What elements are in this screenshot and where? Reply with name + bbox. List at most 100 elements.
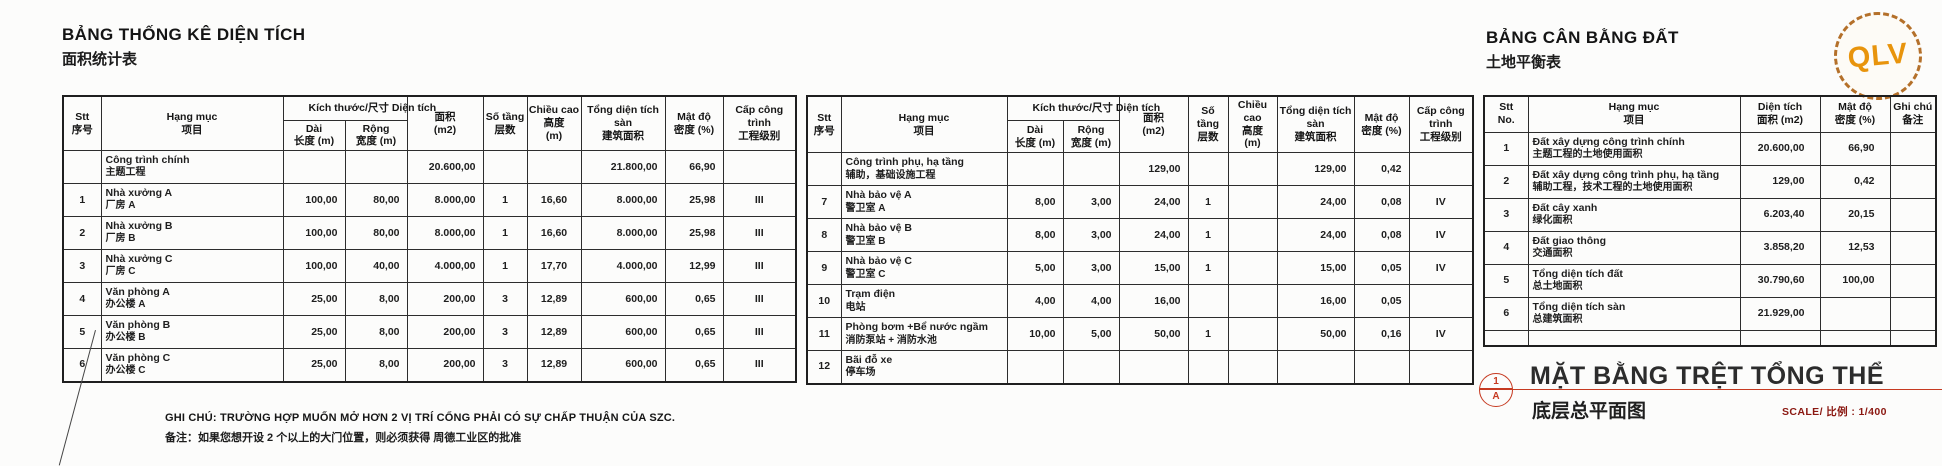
area-table-title-vi: BẢNG THỐNG KÊ DIỆN TÍCH: [62, 25, 306, 44]
cell-dt: 20.600,00: [1739, 131, 1821, 166]
cell-san: 24,00: [1276, 185, 1355, 220]
header-dai-vi: Dài: [305, 122, 323, 135]
col-header-stt: Stt 序号: [62, 95, 102, 152]
header-rong-vi: Rộng: [362, 122, 390, 135]
note-cn: 备注：如果您想开设 2 个以上的大门位置，则必须获得 周德工业区的批准: [165, 432, 522, 444]
header-cap-vi: Cấp công trình: [735, 104, 784, 130]
cell-rong: 4,00: [1062, 284, 1120, 319]
cell-ghi: [1889, 329, 1937, 347]
col-header-mat-do: Mật độ 密度 (%): [1819, 95, 1891, 133]
cell-dt: 24,00: [1118, 218, 1189, 253]
header-chieu-cao-vi: Chiều cao: [528, 104, 580, 117]
cell-cao: 12,89: [526, 282, 582, 317]
header-mat-do-vi: Mật độ: [1364, 111, 1399, 124]
header-hang-muc-cn: 项目: [1623, 114, 1645, 127]
cell-dt: 4.000,00: [406, 249, 484, 284]
land-balance-title-cn: 土地平衡表: [1486, 54, 1562, 71]
cell-mdo: 66,90: [664, 150, 724, 185]
cell-dai: 25,00: [282, 282, 346, 317]
item-name-cell: Trạm điện 电站: [840, 284, 1008, 319]
item-name-cell: Nhà xưởng B 厂房 B: [100, 216, 284, 251]
area-table-title: BẢNG THỐNG KÊ DIỆN TÍCH 面积统计表: [62, 25, 305, 69]
cell-ghi: [1889, 263, 1937, 298]
cell-rong: [1062, 350, 1120, 385]
table-row: 5 Văn phòng B 办公楼 B 25,00 8,00 200,00 3 12,89 60…: [62, 315, 797, 350]
cell-dt: 50,00: [1118, 317, 1189, 352]
title-block-rule: [1480, 389, 1942, 390]
cell-dt: 8.000,00: [406, 183, 484, 218]
cell-san: 600,00: [580, 348, 666, 383]
cell-dt: [1739, 329, 1821, 347]
col-header-mat-do: Mật độ 密度 (%): [664, 95, 724, 152]
header-so-tang-vi: Số tầng: [1196, 105, 1220, 131]
header-hang-muc-cn: 项目: [181, 123, 203, 136]
cell-stt: 4: [62, 282, 102, 317]
cell-tang: [1187, 152, 1229, 187]
header-hang-muc-cn: 项目: [913, 124, 935, 137]
land-balance-title: BẢNG CÂN BẰNG ĐẤT 土地平衡表: [1486, 28, 1679, 72]
item-name-cell: Công trình phụ, hạ tầng 辅助，基础设施工程: [840, 152, 1008, 187]
cell-rong: 8,00: [344, 348, 408, 383]
cell-tang: 3: [482, 282, 528, 317]
header-cap-vi: Cấp công trình: [1416, 105, 1465, 131]
cell-dai: 10,00: [1006, 317, 1064, 352]
header-dien-tich-unit: (m2): [433, 123, 457, 136]
col-header-tong-san: Tổng diện tích sàn 建筑面积: [1276, 95, 1355, 154]
header-chieu-cao-unit: (m): [1244, 137, 1261, 150]
header-chieu-cao-unit: (m): [545, 129, 563, 142]
header-rong-cn: 宽度 (m): [1070, 136, 1112, 149]
item-name-cell: [1527, 329, 1741, 347]
table-row: Công trình phụ, hạ tầng 辅助，基础设施工程 129,00 12…: [806, 152, 1474, 187]
land-balance-body: 1 Đất xây dựng công trình chính 主题工程的土地使用面…: [1483, 131, 1937, 347]
item-name-cell: Văn phòng A 办公楼 A: [100, 282, 284, 317]
cell-san: 4.000,00: [580, 249, 666, 284]
cell-mdo: 25,98: [664, 183, 724, 218]
cell-cao: 12,89: [526, 315, 582, 350]
cell-dt: 200,00: [406, 282, 484, 317]
cell-cao: 16,60: [526, 216, 582, 251]
header-rong-vi: Rộng: [1077, 124, 1105, 136]
cell-rong: 80,00: [344, 216, 408, 251]
col-header-dien-tich: 面积 (m2): [406, 95, 484, 152]
table-row: Công trình chính 主题工程 20.600,00 21.800,00 66…: [62, 150, 797, 185]
cell-dt: 15,00: [1118, 251, 1189, 286]
item-name-cell: Tổng diện tích đất 总土地面积: [1527, 263, 1741, 298]
table-row: 9 Nhà bảo vệ C 警卫室 C 5,00 3,00 15,00 1 15,00 0,0…: [806, 251, 1474, 286]
header-mat-do-cn: 密度 (%): [673, 123, 715, 136]
table-row: 8 Nhà bảo vệ B 警卫室 B 8,00 3,00 24,00 1 24,00 0,0…: [806, 218, 1474, 253]
cell-cao: [1227, 350, 1278, 385]
cell-dt: 200,00: [406, 315, 484, 350]
header-stt-vi: Stt: [817, 111, 832, 124]
table-row: 2 Nhà xưởng B 厂房 B 100,00 80,00 8.000,00 1 16,6…: [62, 216, 797, 251]
cell-tang: 1: [482, 183, 528, 218]
note-vi: GHI CHÚ: TRƯỜNG HỢP MUỐN MỞ HƠN 2 VỊ TRÍ…: [165, 412, 676, 424]
cell-cap: III: [722, 249, 797, 284]
item-name-cell: Nhà bảo vệ C 警卫室 C: [840, 251, 1008, 286]
col-header-cap-cong-trinh: Cấp công trình 工程级别: [722, 95, 797, 152]
cell-mdo: 20,15: [1819, 197, 1891, 232]
cell-cao: [1227, 218, 1278, 253]
table-row: 4 Đất giao thông 交通面积 3.858,20 12,53: [1483, 230, 1937, 265]
cell-ghi: [1889, 164, 1937, 199]
cell-san: 129,00: [1276, 152, 1355, 187]
cell-dai: 8,00: [1006, 218, 1064, 253]
cell-mdo: 25,98: [664, 216, 724, 251]
cell-rong: 8,00: [344, 315, 408, 350]
cell-san: 21.800,00: [580, 150, 666, 185]
qlv-stamp-text: QLV: [1846, 36, 1910, 75]
col-header-kich-thuoc: Kích thước/尺寸 Diện tích: [1006, 95, 1160, 122]
cell-cap: III: [722, 216, 797, 251]
header-chieu-cao-cn: 高度: [543, 117, 565, 130]
cell-dai: 8,00: [1006, 185, 1064, 220]
cell-san: 50,00: [1276, 317, 1355, 352]
cell-mdo: 0,08: [1353, 185, 1410, 220]
cell-tang: 1: [1187, 317, 1229, 352]
header-dien-tich-unit: (m2): [1142, 124, 1165, 137]
header-dien-tich-cn: 面积: [1143, 111, 1165, 124]
cell-cap: [1408, 284, 1474, 319]
item-name-cell: Nhà bảo vệ B 警卫室 B: [840, 218, 1008, 253]
header-stt-cn: 序号: [71, 123, 93, 136]
cell-cao: [526, 150, 582, 185]
cell-san: 8.000,00: [580, 216, 666, 251]
table-row: 12 Bãi đỗ xe 停车场: [806, 350, 1474, 385]
